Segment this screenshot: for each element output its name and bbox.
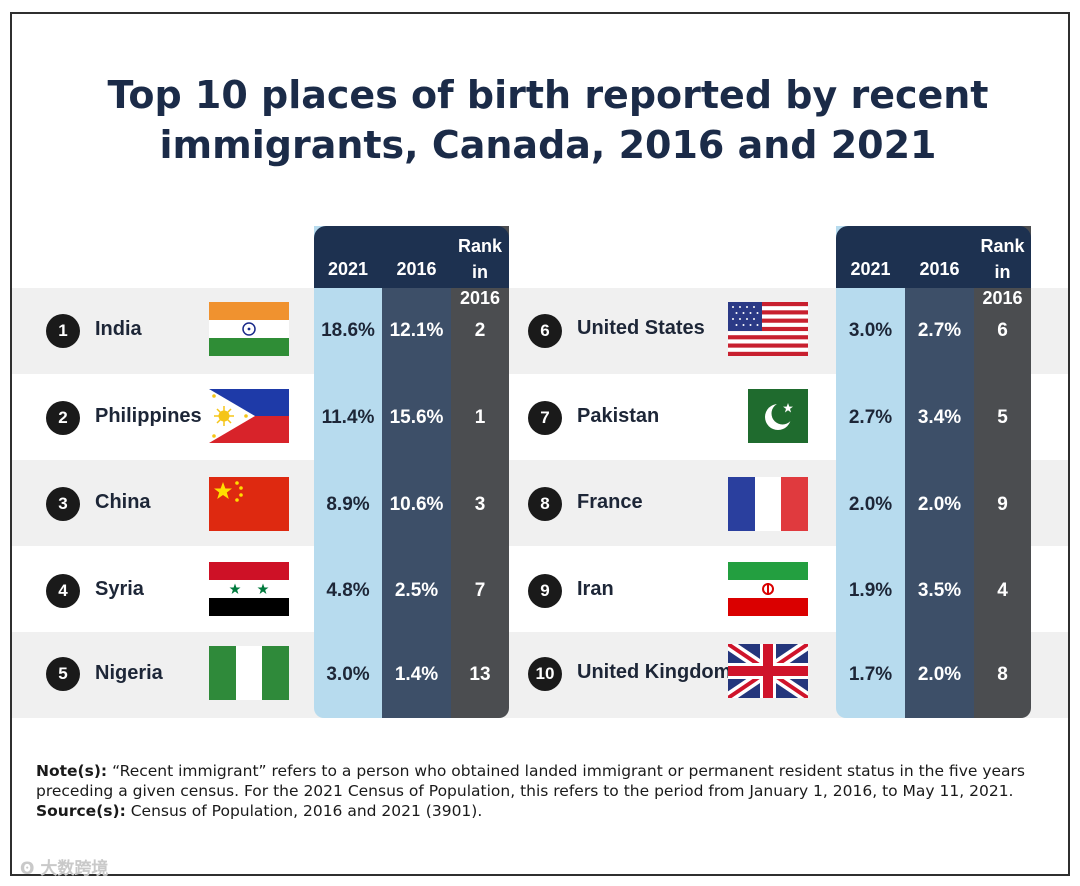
country-name: Syria bbox=[95, 578, 144, 600]
value-2016: 2.5% bbox=[394, 580, 439, 601]
left-header-rank: Rank in 2016 bbox=[451, 233, 509, 311]
value-2016: 3.4% bbox=[917, 407, 962, 428]
iran-flag-icon bbox=[728, 562, 808, 616]
value-2021: 2.0% bbox=[848, 494, 893, 515]
rank-2016: 7 bbox=[474, 580, 486, 601]
right-col-2016 bbox=[905, 226, 974, 718]
value-2021: 3.0% bbox=[326, 664, 370, 685]
rank-2016: 5 bbox=[997, 407, 1008, 428]
value-2021: 4.8% bbox=[326, 580, 370, 601]
right-col-rank bbox=[974, 226, 1031, 718]
value-2021: 18.6% bbox=[321, 320, 375, 341]
country-name: Iran bbox=[577, 578, 614, 600]
value-2016: 15.6% bbox=[389, 407, 444, 428]
rank-header-line-2: in 2016 bbox=[982, 262, 1023, 308]
rank-2016: 2 bbox=[474, 320, 486, 341]
country-name: United Kingdom bbox=[577, 661, 732, 683]
value-2021: 11.4% bbox=[321, 407, 375, 428]
syria-flag-icon bbox=[209, 562, 289, 616]
value-2021: 2.7% bbox=[848, 407, 893, 428]
rank-badge: 3 bbox=[46, 487, 80, 521]
title-line-2: immigrants, Canada, 2016 and 2021 bbox=[159, 123, 937, 167]
value-2021: 1.9% bbox=[848, 580, 893, 601]
rank-2016: 1 bbox=[474, 407, 486, 428]
chart-notes: Note(s): “Recent immigrant” refers to a … bbox=[36, 761, 1046, 821]
country-name: France bbox=[577, 491, 643, 513]
rank-badge: 6 bbox=[528, 314, 562, 348]
value-2016: 2.0% bbox=[917, 664, 962, 685]
right-header-rank: Rank in 2016 bbox=[974, 233, 1031, 311]
country-name: United States bbox=[577, 317, 705, 339]
rank-2016: 3 bbox=[474, 494, 486, 515]
title-line-1: Top 10 places of birth reported by recen… bbox=[107, 73, 989, 117]
usa-flag-icon bbox=[728, 302, 808, 356]
source-line: Source(s): Census of Population, 2016 an… bbox=[36, 801, 1046, 821]
note-text: “Recent immigrant” refers to a person wh… bbox=[36, 762, 1025, 800]
country-name: India bbox=[95, 318, 142, 340]
value-2021: 8.9% bbox=[326, 494, 370, 515]
rank-2016: 6 bbox=[997, 320, 1008, 341]
india-flag-icon bbox=[209, 302, 289, 356]
watermark: ʘ 大数跨境 bbox=[20, 854, 108, 879]
country-name: Pakistan bbox=[577, 405, 660, 427]
nigeria-flag-icon bbox=[209, 646, 289, 700]
watermark-logo-icon: ʘ bbox=[20, 859, 35, 879]
value-2016: 3.5% bbox=[917, 580, 962, 601]
rank-badge: 7 bbox=[528, 401, 562, 435]
rank-2016: 4 bbox=[997, 580, 1008, 601]
uk-flag-icon bbox=[728, 644, 808, 698]
value-2016: 1.4% bbox=[394, 664, 439, 685]
left-col-rank bbox=[451, 226, 509, 718]
rank-2016: 9 bbox=[997, 494, 1008, 515]
right-header bbox=[836, 226, 1031, 288]
note-line: Note(s): “Recent immigrant” refers to a … bbox=[36, 761, 1046, 801]
right-header-2021: 2021 bbox=[850, 259, 891, 279]
value-2016: 2.0% bbox=[917, 494, 962, 515]
chart-frame bbox=[10, 12, 1070, 876]
pakistan-flag-icon bbox=[728, 389, 808, 443]
rank-badge: 5 bbox=[46, 657, 80, 691]
country-name: Nigeria bbox=[95, 662, 163, 684]
left-header-2016: 2016 bbox=[396, 259, 437, 279]
value-2021: 1.7% bbox=[848, 664, 893, 685]
value-2016: 2.7% bbox=[917, 320, 962, 341]
rank-badge: 1 bbox=[46, 314, 80, 348]
right-col-2021 bbox=[836, 226, 905, 718]
rank-badge: 4 bbox=[46, 574, 80, 608]
france-flag-icon bbox=[728, 477, 808, 531]
rank-badge: 2 bbox=[46, 401, 80, 435]
source-text: Census of Population, 2016 and 2021 (390… bbox=[125, 802, 483, 820]
rank-header-line-1: Rank bbox=[980, 236, 1025, 256]
rank-badge: 8 bbox=[528, 487, 562, 521]
value-2016: 10.6% bbox=[389, 494, 444, 515]
left-header bbox=[314, 226, 509, 288]
china-flag-icon bbox=[209, 477, 289, 531]
chart-title: Top 10 places of birth reported by recen… bbox=[0, 70, 1080, 170]
value-2021: 3.0% bbox=[848, 320, 893, 341]
value-2016: 12.1% bbox=[389, 320, 444, 341]
country-name: China bbox=[95, 491, 151, 513]
right-header-2016: 2016 bbox=[919, 259, 960, 279]
source-label: Source(s): bbox=[36, 802, 126, 820]
note-label: Note(s): bbox=[36, 762, 108, 780]
rank-2016: 8 bbox=[997, 664, 1008, 685]
left-col-2016 bbox=[382, 226, 451, 718]
left-col-2021 bbox=[314, 226, 382, 718]
rank-2016: 13 bbox=[469, 664, 491, 685]
rank-header-line-2: in 2016 bbox=[459, 262, 501, 308]
watermark-text: 大数跨境 bbox=[40, 859, 109, 879]
country-name: Philippines bbox=[95, 405, 202, 427]
philippines-flag-icon bbox=[209, 389, 289, 443]
rank-badge: 10 bbox=[528, 657, 562, 691]
rank-badge: 9 bbox=[528, 574, 562, 608]
left-header-2021: 2021 bbox=[327, 259, 369, 279]
rank-header-line-1: Rank bbox=[457, 236, 502, 256]
